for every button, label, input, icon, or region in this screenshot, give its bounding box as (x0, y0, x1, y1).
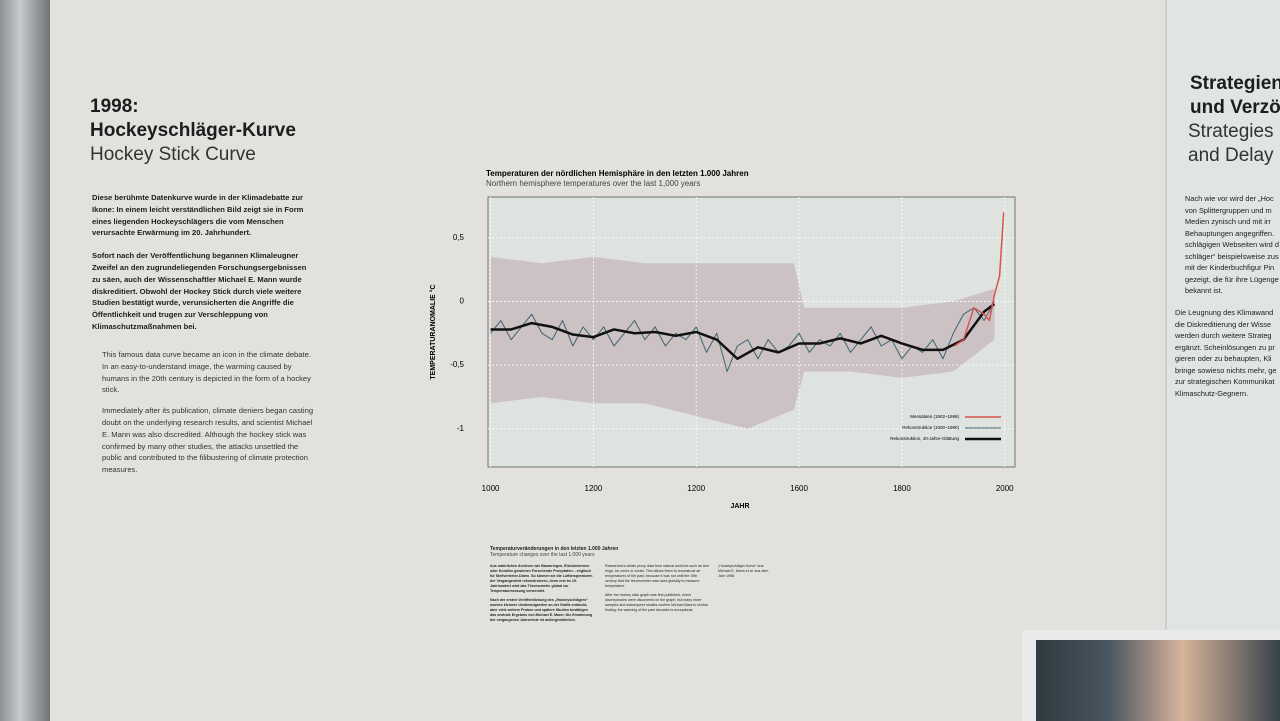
text-line: gieren oder zu behaupten, Kli (1175, 354, 1272, 363)
caption-text: Aus natürlichen Archiven wie Baumringen,… (490, 564, 593, 593)
x-tick-label: 1000 (482, 484, 500, 493)
text-line: Die Leugnung des Klimawand (1175, 308, 1274, 317)
caption-text: Nach der ersten Veröffentlichung des „Ho… (490, 598, 593, 622)
text-line: schlägigen Webseiten wird d (1185, 240, 1279, 249)
text-line: von Splittergruppen und m (1185, 205, 1272, 215)
text-line: gezeigt, die für ihre Lügenge (1185, 274, 1279, 284)
caption-column: Aus natürlichen Archiven wie Baumringen,… (490, 564, 595, 627)
caption: Temperaturveränderungen in den letzten 1… (490, 546, 780, 622)
monitor (1022, 630, 1280, 721)
caption-title: Temperaturveränderungen in den letzten 1… (490, 546, 619, 552)
chart-title: Temperaturen der nördlichen Hemisphäre i… (486, 169, 749, 178)
x-tick-label: 1200 (585, 484, 603, 493)
paragraph: This famous data curve became an icon in… (102, 350, 311, 395)
paragraph: Diese berühmte Datenkurve wurde in der K… (92, 193, 304, 238)
title-line: and Delay (1188, 145, 1274, 166)
monitor-screen (1036, 640, 1280, 721)
right-paragraph: Nach wie vor wird der „Hoc von Splittergr… (1185, 193, 1279, 297)
series-line (953, 212, 1005, 347)
x-tick-label: 2000 (996, 484, 1014, 493)
text-line: schläger“ beispielsweise zus (1185, 251, 1279, 261)
right-panel: Strategien und Verzö Strategies and Delay … (1165, 0, 1280, 630)
title-line: Strategien (1190, 73, 1280, 94)
caption-subtitle: Temperature changes over the last 1,000 … (490, 552, 595, 558)
y-tick-label: -0,5 (450, 360, 464, 369)
x-axis-label: JAHR (730, 503, 749, 510)
text-line: Nach wie vor wird der „Hoc (1185, 194, 1274, 203)
text-line: werden durch weitere Strateg (1175, 331, 1272, 340)
x-tick-label: 1600 (790, 484, 808, 493)
text-line: Klimaschutz-Gegnern. (1175, 388, 1249, 398)
caption-text: „Hockeyschläger-Kurve“ aus: Michael E. M… (718, 564, 769, 578)
text-line: Medien zynisch und mit irr (1185, 217, 1271, 226)
text-line: ergänzt. Scheinlösungen zu pr (1175, 342, 1275, 352)
paragraph: Sofort nach der Veröffentlichung beganne… (92, 251, 307, 331)
text-line: die Diskreditierung der Wisse (1175, 319, 1272, 329)
y-tick-label: -1 (457, 424, 465, 433)
chart-subtitle: Northern hemisphere temperatures over th… (486, 179, 700, 188)
caption-column: „Hockeyschläger-Kurve“ aus: Michael E. M… (718, 564, 770, 583)
text-line: zur strategischen Kommunikat (1175, 377, 1275, 386)
y-tick-label: 0 (460, 297, 465, 306)
y-axis-label: TEMPERATURANOMALIE °C (429, 284, 437, 379)
series-line (490, 302, 996, 360)
text-en: This famous data curve became an icon in… (102, 349, 314, 485)
text-line: bekannt ist. (1185, 286, 1223, 295)
title-line: Strategies (1188, 121, 1274, 142)
year: 1998: (90, 96, 139, 117)
text-de: Diese berühmte Datenkurve wurde in der K… (92, 192, 314, 344)
series-line (490, 301, 995, 372)
text-line: mit der Kinderbuchfigur Pin (1185, 263, 1275, 272)
left-title: 1998: Hockeyschläger-Kurve Hockey Stick … (90, 95, 296, 167)
wall-frame (0, 0, 50, 721)
text-line: bringe sowieso nichts mehr, ge (1175, 365, 1277, 375)
legend-label: Messdaten (1902–1998) (910, 414, 959, 419)
title-de: Hockeyschläger-Kurve (90, 120, 296, 141)
caption-text: After the hockey stick graph was first p… (605, 593, 708, 612)
right-paragraph: Die Leugnung des Klimawand die Diskrediti… (1175, 307, 1276, 399)
title-en: Hockey Stick Curve (90, 144, 256, 165)
x-tick-label: 1800 (893, 484, 911, 493)
right-title-en: Strategies and Delay (1188, 120, 1274, 168)
paragraph: Immediately after its publication, clima… (102, 406, 314, 475)
text-line: Behauptungen angegriffen. (1185, 228, 1275, 238)
legend-label: Rekonstruktion (1000–1980) (902, 425, 959, 430)
caption-column: Researchers obtain proxy data from natur… (605, 564, 710, 617)
legend-label: Rekonstruktion, 40-Jahre-Glättung (890, 436, 959, 441)
title-line: und Verzö (1190, 97, 1280, 118)
caption-text: Researchers obtain proxy data from natur… (605, 564, 710, 588)
x-tick-label: 1200 (687, 484, 705, 493)
y-tick-label: 0,5 (453, 233, 465, 242)
right-title-de: Strategien und Verzö (1190, 72, 1280, 120)
